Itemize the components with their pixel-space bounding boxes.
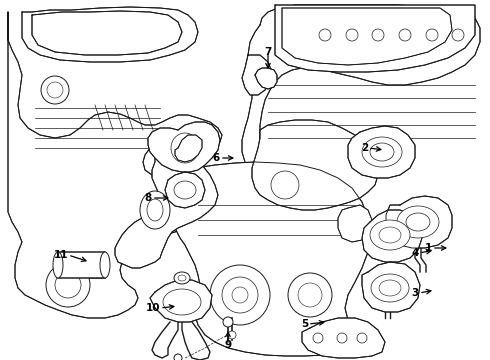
- Text: 1: 1: [425, 243, 432, 253]
- Polygon shape: [32, 11, 182, 55]
- Polygon shape: [55, 252, 108, 278]
- Ellipse shape: [178, 275, 186, 281]
- Polygon shape: [362, 262, 420, 312]
- Ellipse shape: [397, 206, 439, 238]
- Polygon shape: [148, 122, 220, 172]
- Circle shape: [357, 333, 367, 343]
- Ellipse shape: [370, 143, 394, 161]
- Circle shape: [399, 29, 411, 41]
- Polygon shape: [348, 126, 415, 178]
- Circle shape: [210, 265, 270, 325]
- Circle shape: [174, 354, 182, 360]
- Ellipse shape: [147, 199, 163, 221]
- Ellipse shape: [163, 289, 201, 315]
- Ellipse shape: [171, 133, 199, 163]
- Text: 10: 10: [146, 303, 160, 313]
- Circle shape: [298, 283, 322, 307]
- Circle shape: [319, 29, 331, 41]
- Ellipse shape: [362, 137, 402, 167]
- Polygon shape: [252, 120, 378, 210]
- Polygon shape: [302, 318, 385, 358]
- Polygon shape: [150, 280, 212, 322]
- Ellipse shape: [371, 274, 409, 302]
- Polygon shape: [242, 55, 272, 95]
- Circle shape: [346, 29, 358, 41]
- Circle shape: [372, 29, 384, 41]
- Circle shape: [271, 171, 299, 199]
- Text: 2: 2: [361, 143, 368, 153]
- Polygon shape: [282, 8, 452, 65]
- Ellipse shape: [174, 272, 190, 284]
- Circle shape: [222, 277, 258, 313]
- Polygon shape: [115, 148, 218, 268]
- Ellipse shape: [140, 191, 170, 229]
- Text: 4: 4: [412, 248, 419, 258]
- Polygon shape: [362, 210, 422, 262]
- Text: 3: 3: [412, 288, 419, 298]
- Ellipse shape: [174, 181, 196, 199]
- Ellipse shape: [406, 213, 430, 231]
- Text: 9: 9: [224, 340, 232, 350]
- Text: 6: 6: [213, 153, 220, 163]
- Ellipse shape: [100, 252, 110, 278]
- Circle shape: [41, 76, 69, 104]
- Polygon shape: [255, 68, 277, 89]
- Text: 11: 11: [53, 250, 68, 260]
- Polygon shape: [275, 5, 475, 72]
- Polygon shape: [165, 172, 205, 208]
- Text: 7: 7: [264, 47, 271, 57]
- Polygon shape: [386, 196, 452, 248]
- Polygon shape: [22, 7, 198, 62]
- Circle shape: [232, 287, 248, 303]
- Circle shape: [452, 29, 464, 41]
- Ellipse shape: [379, 227, 401, 243]
- Circle shape: [223, 317, 233, 327]
- Polygon shape: [338, 205, 372, 242]
- Circle shape: [228, 331, 236, 339]
- Polygon shape: [8, 12, 222, 318]
- Text: 5: 5: [301, 319, 308, 329]
- Circle shape: [313, 333, 323, 343]
- Circle shape: [337, 333, 347, 343]
- Circle shape: [47, 82, 63, 98]
- Polygon shape: [242, 5, 480, 172]
- Circle shape: [55, 272, 81, 298]
- Ellipse shape: [370, 220, 410, 250]
- Circle shape: [46, 263, 90, 307]
- Polygon shape: [175, 135, 202, 162]
- Text: 8: 8: [145, 193, 152, 203]
- Polygon shape: [168, 162, 370, 356]
- Circle shape: [288, 273, 332, 317]
- Ellipse shape: [379, 280, 401, 296]
- Circle shape: [426, 29, 438, 41]
- Ellipse shape: [53, 252, 63, 278]
